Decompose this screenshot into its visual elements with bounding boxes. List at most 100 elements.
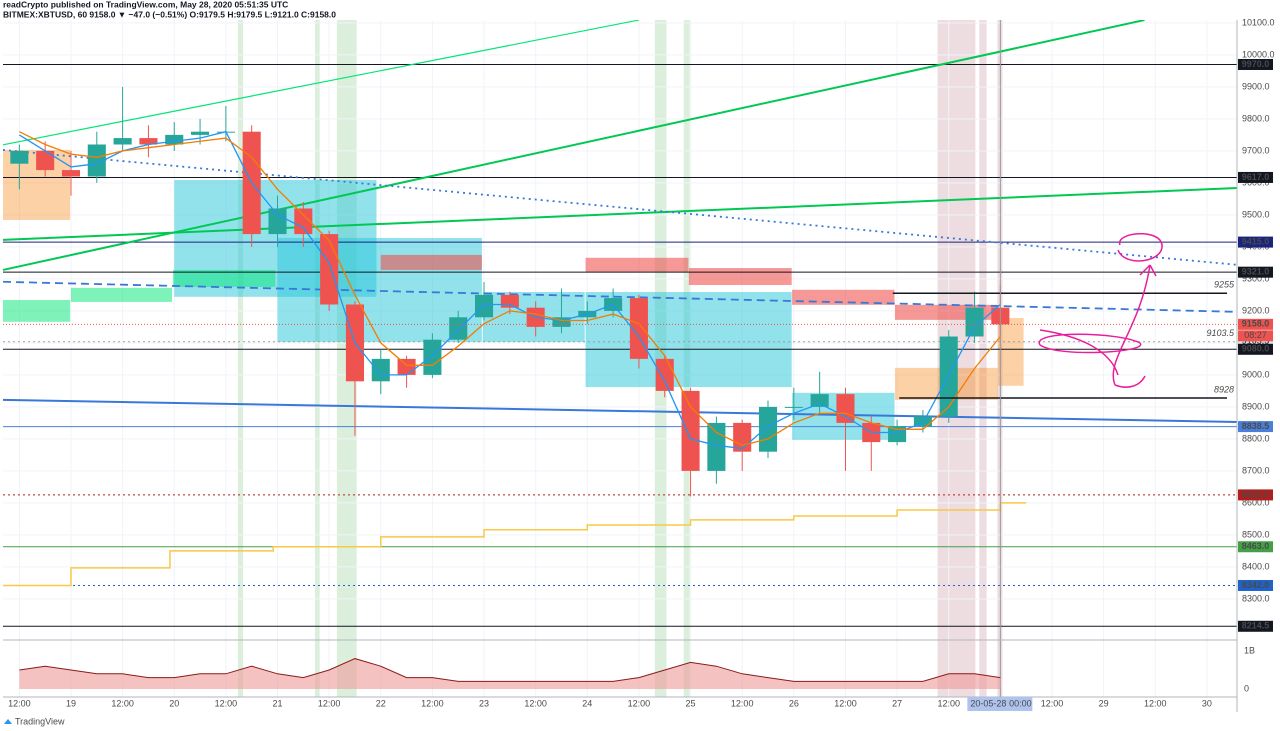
level-price-label-box bbox=[1238, 579, 1273, 591]
candle-body bbox=[294, 208, 313, 235]
current-price-label: 9158.0 bbox=[1242, 319, 1270, 329]
level-price-label: 8838.5 bbox=[1242, 421, 1270, 431]
x-tick-label: 26 bbox=[789, 698, 799, 708]
candle-body bbox=[139, 138, 158, 145]
countdown-box bbox=[1238, 330, 1273, 342]
level-price-label-box bbox=[1238, 336, 1273, 348]
candle-body bbox=[707, 422, 726, 471]
candle-body bbox=[423, 339, 442, 375]
trend-line bbox=[2, 19, 640, 146]
x-tick-label: 23 bbox=[479, 698, 489, 708]
session-highlight bbox=[237, 20, 244, 697]
zone bbox=[792, 289, 895, 305]
x-tick-label: 27 bbox=[892, 698, 902, 708]
x-tick-label: 12:00 bbox=[1041, 698, 1064, 708]
zone bbox=[70, 287, 173, 302]
trend-line bbox=[2, 280, 1238, 313]
candle-body bbox=[61, 170, 81, 177]
level-price-label-box bbox=[1238, 58, 1273, 70]
x-tick-label: 30 bbox=[1202, 698, 1212, 708]
y-tick-label: 8300.0 bbox=[1242, 593, 1270, 603]
x-tick-label: 12:00 bbox=[1144, 698, 1167, 708]
x-tick-label: 12:00 bbox=[524, 698, 547, 708]
candle-body bbox=[87, 144, 106, 177]
x-tick-label: 12:00 bbox=[421, 698, 444, 708]
x-tick-label: 22 bbox=[376, 698, 386, 708]
y-tick-label: 8400.0 bbox=[1242, 561, 1270, 571]
candle-body bbox=[397, 358, 416, 375]
candle-body bbox=[888, 426, 907, 443]
level-price-label: 9617.0 bbox=[1242, 172, 1270, 182]
level-price-label-box bbox=[1238, 421, 1273, 433]
candle-body bbox=[758, 406, 778, 452]
x-tick-label: 12:00 bbox=[215, 698, 238, 708]
trend-line bbox=[2, 19, 1145, 271]
header-bg bbox=[0, 0, 1280, 20]
zone bbox=[688, 268, 792, 285]
y-tick-label: 9900.0 bbox=[1242, 81, 1270, 91]
level-price-label-box bbox=[1238, 541, 1273, 553]
x-tick-label: 29 bbox=[1099, 698, 1109, 708]
y-tick-label: 8700.0 bbox=[1242, 465, 1270, 475]
candle-body bbox=[191, 131, 210, 135]
candle-body bbox=[681, 390, 700, 471]
logo-icon bbox=[4, 719, 12, 724]
zone bbox=[998, 317, 1024, 386]
x-tick-label: 12:00 bbox=[111, 698, 134, 708]
level-price-label: 9080.0 bbox=[1242, 344, 1270, 354]
x-tick-label: 12:00 bbox=[731, 698, 754, 708]
zone bbox=[3, 300, 71, 322]
zone bbox=[380, 254, 482, 270]
level-price-label: 8214.5 bbox=[1242, 621, 1270, 631]
level-price-label-box bbox=[1238, 489, 1273, 501]
candle-body bbox=[371, 358, 390, 382]
y-tick-label: 9200.0 bbox=[1242, 305, 1270, 315]
x-tick-label: 21 bbox=[273, 698, 283, 708]
current-price-label-box bbox=[1238, 318, 1273, 330]
moving-average bbox=[19, 131, 1001, 446]
y-tick-label: 10000.0 bbox=[1242, 49, 1275, 59]
level-price-label-box bbox=[1238, 266, 1273, 278]
trend-line bbox=[2, 398, 1238, 423]
lower-pane-area bbox=[19, 658, 1001, 690]
crosshair-time-box bbox=[967, 697, 1033, 711]
y-tick-label: 9000.0 bbox=[1242, 369, 1270, 379]
level-price-label: 8463.0 bbox=[1242, 541, 1270, 551]
y-tick-label: 9800.0 bbox=[1242, 113, 1270, 123]
level-price-label: 9970.0 bbox=[1242, 59, 1270, 69]
pink-circle bbox=[1117, 232, 1163, 262]
annotation-label: 9255 bbox=[1214, 280, 1235, 290]
zone bbox=[585, 257, 689, 272]
candle-body bbox=[10, 150, 29, 164]
x-tick-label: 12:00 bbox=[834, 698, 857, 708]
candle-body bbox=[913, 416, 932, 427]
candle-body bbox=[810, 394, 829, 407]
y-tick-label: 9500.0 bbox=[1242, 209, 1270, 219]
y-tick-label: 8500.0 bbox=[1242, 529, 1270, 539]
lower-pane-line bbox=[19, 658, 1001, 682]
candle-body bbox=[939, 336, 958, 417]
step-line bbox=[3, 502, 1027, 587]
logo-text: TradingView bbox=[15, 716, 65, 726]
candle-body bbox=[165, 134, 184, 145]
trend-line bbox=[2, 149, 1238, 266]
lower-pane-tick-label: 0 bbox=[1244, 683, 1249, 693]
zone bbox=[172, 269, 276, 287]
chart-title: readCrypto published on TradingView.com,… bbox=[3, 0, 288, 9]
plot-area: 9255 8928 9103.5 bbox=[2, 19, 1238, 697]
candle-body bbox=[268, 208, 287, 235]
level-price-label: 9415.0 bbox=[1242, 236, 1270, 246]
candle-body bbox=[36, 150, 55, 171]
x-tick-label: 12:00 bbox=[628, 698, 651, 708]
level-price-label-box bbox=[1238, 171, 1273, 183]
x-tick-label: 19 bbox=[66, 698, 76, 708]
annotation-label: 8928 bbox=[1214, 384, 1234, 394]
candle-body bbox=[784, 406, 803, 408]
annotation-label: 9103.5 bbox=[1206, 328, 1235, 338]
x-tick-label: 12:00 bbox=[318, 698, 341, 708]
level-price-label-box bbox=[1238, 236, 1273, 248]
level-price-label-box bbox=[1238, 620, 1273, 632]
moving-average bbox=[19, 130, 1001, 450]
y-tick-label: 9700.0 bbox=[1242, 145, 1270, 155]
x-tick-label: 24 bbox=[582, 698, 592, 708]
